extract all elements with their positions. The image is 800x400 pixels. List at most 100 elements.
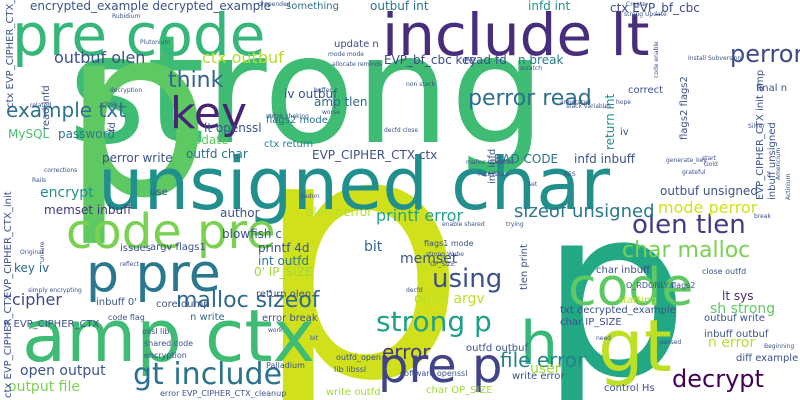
cloud-word: outbuf olen bbox=[54, 48, 146, 67]
cloud-word: use bbox=[150, 187, 168, 198]
cloud-word: printf error bbox=[376, 206, 464, 225]
cloud-word: Rails bbox=[32, 177, 47, 184]
cloud-word: encryption bbox=[144, 351, 187, 360]
cloud-word: n write bbox=[190, 312, 225, 323]
cloud-word: h bbox=[520, 309, 559, 379]
cloud-word: perror read bbox=[468, 86, 592, 111]
cloud-word: decfd bbox=[406, 287, 423, 294]
cloud-word: think bbox=[168, 68, 224, 93]
cloud-word: enable shared bbox=[442, 221, 485, 228]
cloud-word: diff example bbox=[736, 353, 799, 364]
cloud-word: ctx return bbox=[264, 139, 314, 150]
cloud-word: Gold bbox=[704, 161, 718, 168]
cloud-word: write outfd bbox=[326, 387, 381, 398]
cloud-word: MySQL bbox=[8, 127, 50, 141]
cloud-word: buffer bbox=[314, 87, 332, 94]
cloud-word: char malloc bbox=[622, 238, 751, 263]
cloud-word: flags1 mode bbox=[424, 239, 474, 248]
cloud-word: reflect bbox=[120, 261, 140, 268]
cloud-word: memset inbuff bbox=[44, 203, 132, 217]
cloud-word: pre p bbox=[378, 338, 503, 394]
cloud-word: annotated bbox=[560, 99, 591, 106]
cloud-word: set bbox=[528, 181, 538, 188]
cloud-word: bit bbox=[310, 335, 318, 342]
cloud-word: lib libssl bbox=[334, 365, 367, 374]
cloud-word: decryption bbox=[110, 87, 143, 94]
cloud-word: iv outbuf bbox=[284, 87, 338, 101]
cloud-word: Potassium bbox=[478, 171, 509, 178]
cloud-word: p pre bbox=[86, 244, 221, 304]
cloud-word: simply encrypting bbox=[28, 287, 82, 294]
cloud-word: outbuf unsigned bbox=[660, 184, 758, 198]
cloud-word: user bbox=[530, 361, 561, 377]
cloud-word: hope bbox=[616, 99, 631, 106]
cloud-word: Plutonium bbox=[140, 39, 171, 46]
cloud-word: error EVP_CIPHER_CTX_cleanup bbox=[160, 389, 287, 398]
cloud-word: gt include bbox=[133, 357, 283, 392]
cloud-word: something bbox=[286, 1, 339, 12]
cloud-word: n break bbox=[518, 53, 564, 67]
cloud-word: strtok choking bbox=[266, 113, 309, 120]
cloud-word: EVP_CIPHER_CTX init amp bbox=[755, 69, 766, 200]
cloud-word: char inbuff bbox=[596, 265, 650, 276]
cloud-word: lt openssl bbox=[204, 121, 262, 135]
cloud-word: prepended bbox=[258, 1, 291, 8]
cloud-word: unsigned char bbox=[98, 142, 610, 226]
cloud-word: mode perror bbox=[658, 198, 758, 217]
cloud-word: grateful bbox=[682, 169, 706, 176]
cloud-word: Original bbox=[20, 249, 44, 256]
cloud-word: EVP_CIPHER_CTX ctx bbox=[312, 148, 438, 162]
cloud-word: olen perror bbox=[306, 205, 373, 219]
cloud-word: trying bbox=[506, 221, 524, 228]
cloud-word: Actinium bbox=[785, 173, 792, 200]
cloud-word: Beginning bbox=[764, 343, 795, 350]
cloud-word: scratch bbox=[520, 65, 543, 72]
cloud-word: printf 4d bbox=[258, 241, 310, 255]
cloud-word: p bbox=[540, 157, 690, 400]
cloud-word: encrypt bbox=[40, 185, 94, 201]
cloud-word: worse bbox=[322, 109, 340, 116]
cloud-word: work bbox=[268, 327, 283, 334]
cloud-word: issues bbox=[120, 243, 151, 254]
cloud-word: start bbox=[702, 155, 716, 162]
cloud-word: strong p bbox=[376, 305, 492, 338]
cloud-word: Install Subversion bbox=[688, 55, 742, 62]
cloud-word: update bbox=[186, 133, 229, 147]
cloud-word: malloc Updated bbox=[466, 159, 514, 166]
cloud-word: cipher bbox=[12, 290, 62, 309]
cloud-word: ctx EVP_bf_cbc bbox=[610, 1, 700, 15]
cloud-word: p bbox=[252, 60, 468, 400]
cloud-word: ctx EVP_CIPHER_CTX_cleanup bbox=[5, 0, 16, 108]
cloud-word: outbuf write bbox=[704, 313, 765, 324]
cloud-word: example txt bbox=[6, 98, 126, 122]
cloud-word: tlen print bbox=[519, 244, 530, 290]
cloud-word: fd bbox=[107, 122, 118, 132]
cloud-word: password bbox=[58, 127, 115, 141]
cloud-word: pre code bbox=[12, 1, 266, 69]
cloud-word: mode mode bbox=[328, 51, 364, 58]
cloud-word: code enable bbox=[653, 41, 660, 78]
cloud-word: code pre bbox=[66, 204, 276, 260]
cloud-word: close bbox=[102, 101, 118, 108]
cloud-word: final n bbox=[756, 83, 788, 94]
cloud-word: software openssl bbox=[400, 369, 468, 378]
cloud-word: open argv bbox=[414, 291, 485, 307]
cloud-word: perror open bbox=[730, 40, 800, 68]
cloud-word: O_RDONLY flags2 bbox=[626, 281, 696, 290]
cloud-word: perror write bbox=[102, 151, 173, 165]
cloud-word: author bbox=[220, 206, 260, 220]
cloud-word: error break bbox=[262, 313, 318, 324]
cloud-word: update n bbox=[334, 39, 379, 50]
cloud-word: unsure bbox=[39, 241, 46, 262]
cloud-word: ctx EVP_CIPHER_CTX bbox=[3, 293, 14, 398]
cloud-word: EVP_CIPHER_CTX_init bbox=[3, 191, 14, 298]
cloud-word: outfd outbuf bbox=[466, 343, 529, 354]
cloud-word: outbuf int bbox=[370, 0, 429, 13]
cloud-word: iv bbox=[620, 127, 629, 138]
cloud-word: amp tlen bbox=[314, 95, 368, 109]
cloud-word: argv flags1 bbox=[150, 242, 206, 253]
cloud-word: outfd_open bbox=[336, 353, 381, 362]
cloud-word: file error bbox=[500, 348, 586, 372]
cloud-word: close outfd bbox=[702, 267, 747, 276]
